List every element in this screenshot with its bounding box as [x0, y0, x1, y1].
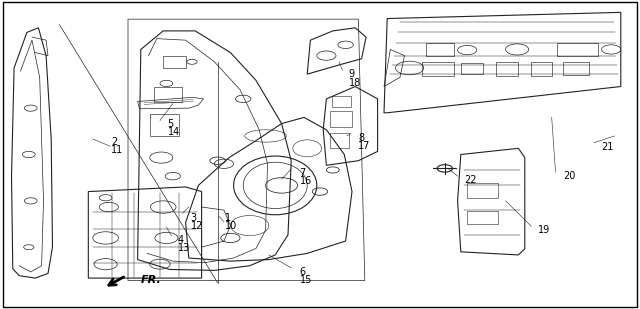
Text: 22: 22 [465, 175, 477, 185]
Text: 21: 21 [602, 142, 614, 152]
Text: 7: 7 [300, 168, 306, 178]
Text: 19: 19 [538, 225, 550, 235]
Text: 2: 2 [111, 137, 118, 147]
Text: 18: 18 [349, 78, 361, 87]
Text: 13: 13 [178, 243, 190, 253]
Text: 14: 14 [168, 127, 180, 137]
Text: 15: 15 [300, 275, 312, 285]
Text: 1: 1 [225, 213, 232, 223]
Text: 20: 20 [563, 171, 575, 181]
Text: 9: 9 [349, 69, 355, 79]
Text: 17: 17 [358, 141, 371, 151]
Text: 8: 8 [358, 133, 365, 142]
Text: 12: 12 [191, 221, 203, 231]
Text: 5: 5 [168, 119, 174, 129]
Text: 3: 3 [191, 213, 197, 223]
Text: 4: 4 [178, 235, 184, 245]
Text: 11: 11 [111, 146, 124, 155]
Text: 10: 10 [225, 221, 237, 231]
Text: FR.: FR. [141, 275, 161, 285]
Text: 16: 16 [300, 176, 312, 186]
Text: 6: 6 [300, 267, 306, 277]
